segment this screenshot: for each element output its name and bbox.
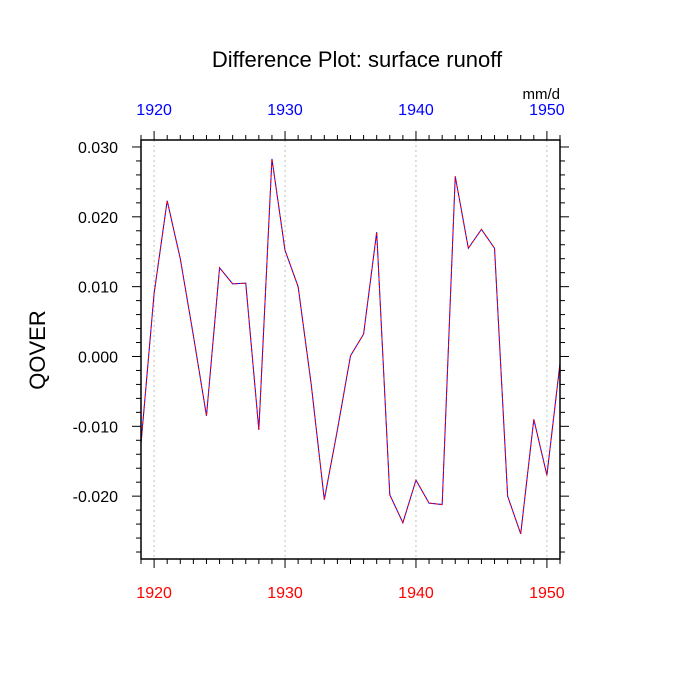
series-lines xyxy=(141,158,560,535)
axis-ticks xyxy=(132,131,569,568)
x-top-tick-label: 1920 xyxy=(136,102,172,119)
series-line-1 xyxy=(141,158,560,535)
x-tick-label: 1920 xyxy=(136,585,172,602)
units-label: mm/d xyxy=(523,86,561,103)
y-axis-label: QOVER xyxy=(25,310,50,389)
x-top-tick-label: 1950 xyxy=(529,102,565,119)
y-tick-label: 0.020 xyxy=(78,210,118,227)
y-tick-label: -0.020 xyxy=(73,489,118,506)
x-tick-label: 1930 xyxy=(267,585,303,602)
y-tick-label: 0.000 xyxy=(78,349,118,366)
x-top-tick-label: 1940 xyxy=(398,102,434,119)
tick-labels: 1920 1920 1930 1930 1940 1940 1950 1950 -0.020 -0… xyxy=(73,102,565,602)
x-tick-label: 1940 xyxy=(398,585,434,602)
grid-lines xyxy=(153,140,548,559)
y-tick-label: -0.010 xyxy=(73,419,118,436)
x-top-tick-label: 1930 xyxy=(267,102,303,119)
chart-title: Difference Plot: surface runoff xyxy=(212,47,503,72)
x-tick-label: 1950 xyxy=(529,585,565,602)
plot-frame xyxy=(140,139,561,560)
series-line-2 xyxy=(141,158,560,535)
y-tick-label: 0.030 xyxy=(78,140,118,157)
y-tick-label: 0.010 xyxy=(78,280,118,297)
